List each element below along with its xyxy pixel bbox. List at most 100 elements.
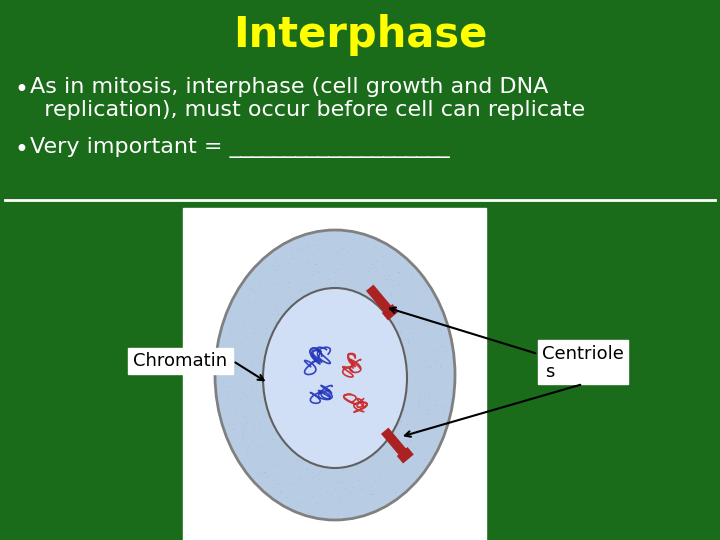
Point (343, 369, 355, 378)
Point (288, 438, 300, 447)
Point (408, 278, 420, 286)
Point (282, 480, 293, 488)
Point (271, 278, 282, 287)
Point (364, 415, 375, 424)
Point (347, 235, 359, 244)
Point (314, 505, 325, 514)
Point (356, 450, 368, 458)
Point (304, 390, 315, 399)
Point (307, 491, 319, 500)
Point (332, 286, 343, 295)
Point (307, 468, 319, 476)
Point (320, 270, 332, 279)
Point (339, 237, 351, 246)
Point (435, 361, 446, 370)
Point (260, 381, 271, 389)
Point (366, 300, 377, 309)
Point (309, 453, 320, 461)
Point (276, 356, 287, 365)
Point (336, 367, 347, 375)
Point (351, 281, 363, 289)
Point (326, 253, 338, 261)
Point (387, 409, 399, 417)
Point (222, 391, 233, 400)
Point (395, 292, 406, 301)
Point (438, 411, 450, 420)
Point (237, 428, 248, 437)
Point (384, 274, 396, 283)
Point (337, 381, 348, 389)
Point (305, 377, 316, 386)
Point (249, 303, 261, 312)
Point (278, 346, 289, 355)
Point (344, 489, 356, 498)
Point (333, 310, 345, 319)
Point (233, 301, 245, 309)
Point (306, 392, 318, 400)
Point (313, 475, 325, 483)
Point (420, 299, 431, 308)
Point (330, 415, 342, 423)
Point (306, 302, 318, 311)
Point (317, 401, 328, 409)
Point (374, 422, 385, 431)
Point (345, 373, 356, 381)
Point (320, 281, 331, 289)
Point (402, 433, 413, 442)
Point (434, 325, 446, 333)
Point (275, 488, 287, 497)
Point (355, 484, 366, 493)
Point (254, 398, 266, 407)
Point (272, 324, 284, 333)
Point (309, 448, 320, 457)
Point (305, 396, 317, 405)
Point (395, 346, 407, 355)
Point (426, 361, 437, 370)
Point (345, 436, 356, 445)
Point (230, 404, 241, 413)
Point (434, 392, 446, 400)
Point (297, 487, 309, 496)
Point (384, 333, 396, 341)
Point (435, 341, 446, 349)
Point (274, 302, 286, 311)
Point (258, 468, 269, 477)
Point (263, 348, 274, 357)
Point (299, 320, 310, 328)
Point (271, 252, 283, 261)
Point (419, 340, 431, 349)
Point (364, 282, 376, 291)
Point (222, 338, 234, 347)
Point (223, 329, 235, 338)
Point (352, 305, 364, 313)
Point (300, 361, 311, 370)
Point (264, 482, 275, 491)
Point (284, 296, 295, 305)
Point (349, 368, 361, 377)
Point (340, 268, 351, 276)
Point (299, 391, 310, 400)
Point (324, 338, 336, 347)
Point (272, 461, 284, 469)
Point (271, 479, 282, 488)
Point (314, 363, 325, 372)
Point (408, 443, 420, 452)
Point (393, 294, 405, 302)
Point (296, 300, 307, 308)
Point (303, 248, 315, 256)
Point (266, 268, 277, 277)
Point (371, 405, 382, 414)
Point (315, 343, 327, 352)
Point (254, 418, 266, 427)
Point (284, 282, 295, 291)
Point (332, 508, 343, 517)
Point (358, 321, 369, 329)
Point (261, 323, 272, 332)
Point (399, 345, 410, 354)
Point (418, 391, 430, 400)
Point (271, 306, 282, 314)
Point (374, 350, 385, 359)
Point (381, 374, 392, 382)
Point (241, 449, 253, 458)
Point (344, 344, 356, 353)
